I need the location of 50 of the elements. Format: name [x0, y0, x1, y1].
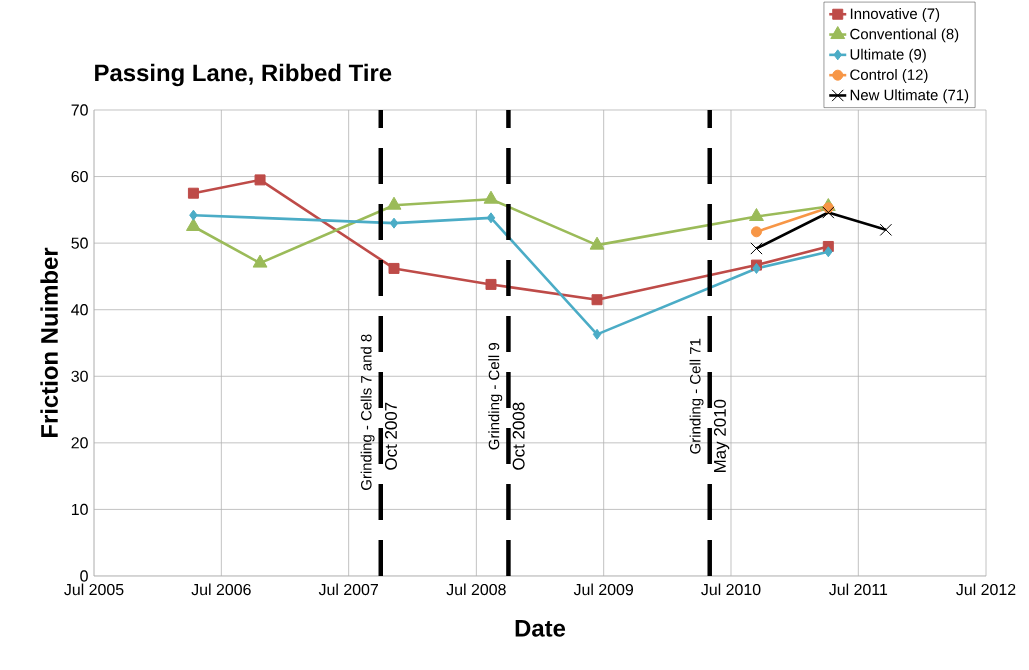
point	[483, 190, 499, 204]
ref-line-label: Oct 2008	[512, 402, 525, 470]
y-tick-label: 70	[71, 104, 88, 116]
point	[389, 217, 399, 229]
y-tick-label: 10	[71, 503, 88, 516]
point	[824, 246, 833, 258]
y-tick-label: 20	[71, 437, 88, 449]
x-tick-label: Jul 2011	[829, 583, 888, 596]
chart-title: Passing Lane, Ribbed Tire	[95, 63, 392, 87]
point	[186, 217, 201, 231]
point	[589, 236, 605, 250]
point	[386, 196, 402, 210]
point	[879, 223, 893, 236]
legend-label: Control (12)	[850, 69, 928, 83]
point	[822, 206, 835, 219]
legend-label: Conventional (8)	[850, 28, 959, 43]
point	[388, 262, 400, 274]
point	[189, 209, 198, 221]
annotation: Grinding - Cell 9	[488, 343, 503, 450]
x-tick-label: Jul 2008	[446, 583, 506, 596]
y-tick-label: 50	[71, 237, 88, 249]
point	[592, 328, 602, 340]
y-tick-label: 30	[71, 370, 88, 382]
y-tick-label: 0	[80, 570, 88, 582]
point	[486, 212, 496, 224]
ref-line-label: Oct 2007	[384, 402, 397, 470]
point	[750, 242, 763, 255]
x-tick-label: Jul 2007	[318, 583, 378, 596]
y-axis-title: Friction Nuimber	[40, 247, 58, 438]
x-tick-label: Jul 2009	[573, 583, 634, 596]
y-tick-label: 40	[71, 304, 88, 316]
x-tick-label: Jul 2012	[956, 583, 1016, 596]
point	[750, 226, 762, 238]
point	[591, 294, 603, 306]
point	[254, 174, 266, 186]
annotation: Grinding - Cell 71	[689, 338, 704, 454]
x-tick-label: Jul 2010	[701, 583, 761, 596]
x-tick-label: Jul 2005	[64, 583, 124, 596]
x-tick-label: Jul 2006	[191, 583, 251, 596]
legend-label: Innovative (7)	[850, 8, 940, 22]
ref-line-label: May 2010	[713, 399, 730, 472]
point	[485, 278, 497, 290]
point	[187, 187, 199, 199]
legend-label: Ultimate (9)	[850, 48, 926, 63]
annotation: Grinding - Cells 7 and 8	[360, 334, 375, 490]
point	[252, 254, 268, 268]
point	[749, 208, 764, 222]
x-axis-title: Date	[515, 620, 566, 637]
y-tick-label: 60	[71, 170, 88, 183]
legend-label: New Ultimate (71)	[850, 89, 969, 104]
